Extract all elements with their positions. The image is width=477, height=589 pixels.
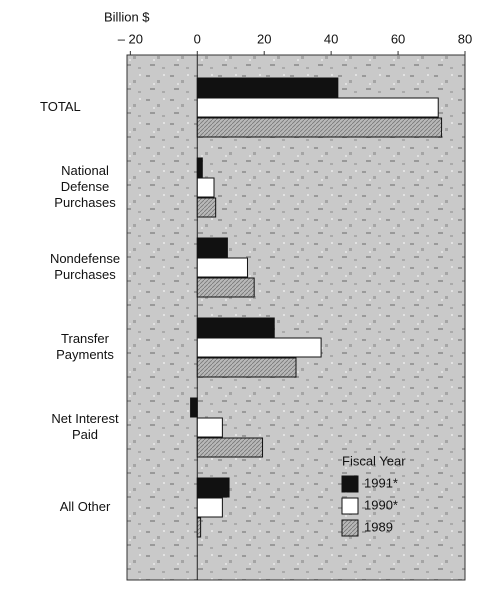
x-tick-label: 0	[194, 31, 201, 46]
bar	[190, 397, 198, 418]
label-line: All Other	[60, 499, 111, 514]
bar	[196, 97, 439, 118]
label-line: Purchases	[54, 195, 116, 210]
label-line: Purchases	[54, 267, 116, 282]
x-axis-label: Billion $	[104, 9, 150, 24]
legend-label: 1990*	[364, 497, 398, 512]
bar	[196, 117, 443, 138]
label-line: Paid	[72, 427, 98, 442]
bar	[196, 477, 230, 498]
legend-label: 1991*	[364, 475, 398, 490]
bar	[196, 177, 215, 198]
label-line: TOTAL	[40, 99, 81, 114]
bar	[196, 197, 217, 218]
y-tick-label: All Other	[60, 499, 111, 514]
label-line: National	[61, 163, 109, 178]
label-line: Defense	[61, 179, 109, 194]
bar	[196, 277, 255, 298]
bar	[196, 417, 223, 438]
bar	[196, 517, 202, 538]
y-tick-label: Transfer Payments	[56, 331, 114, 362]
legend-label: 1989	[364, 519, 393, 534]
bar	[196, 337, 322, 358]
label-line: Nondefense	[50, 251, 120, 266]
bar	[196, 437, 264, 458]
x-tick-label: 20	[257, 31, 271, 46]
legend-swatch	[341, 519, 359, 537]
x-tick-label: 40	[324, 31, 338, 46]
bar	[196, 237, 228, 258]
bar	[196, 317, 275, 338]
y-tick-label: TOTAL	[40, 99, 81, 114]
bar	[196, 357, 297, 378]
x-tick-label: 80	[458, 31, 472, 46]
plot-area	[126, 54, 466, 581]
bar	[196, 77, 339, 98]
x-tick-label: – 20	[118, 31, 143, 46]
x-tick-label: 60	[391, 31, 405, 46]
bar	[196, 157, 203, 178]
label-line: Net Interest	[51, 411, 119, 426]
y-tick-label: Net Interest Paid	[51, 411, 119, 442]
legend-title: Fiscal Year	[342, 453, 406, 468]
legend-swatch	[341, 497, 359, 515]
y-tick-label: Nondefense Purchases	[50, 251, 120, 282]
bar	[196, 257, 248, 278]
label-line: Payments	[56, 347, 114, 362]
label-line: Transfer	[61, 331, 110, 346]
y-tick-label: National Defense Purchases	[54, 163, 116, 210]
bar	[196, 497, 223, 518]
legend-swatch	[341, 475, 359, 493]
